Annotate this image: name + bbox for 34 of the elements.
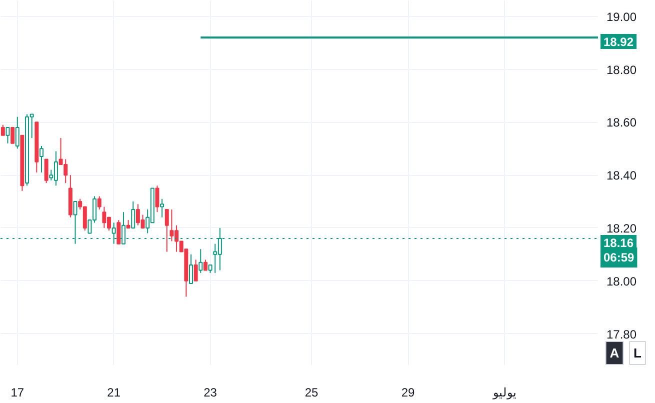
candlestick [6, 126, 10, 144]
y-tick-label: 18.40 [606, 168, 637, 183]
x-tick-label: 23 [204, 386, 218, 400]
candlestick [203, 259, 208, 271]
y-tick-label: 17.80 [606, 327, 637, 342]
x-tick-label: يوليو [492, 386, 516, 400]
y-tick-label: 18.20 [606, 221, 637, 236]
y-tick-label: 18.60 [606, 116, 637, 130]
x-tick-label: 21 [107, 386, 121, 400]
candlestick [15, 116, 20, 150]
candlestick [155, 185, 160, 213]
data-label: 18.92 [604, 35, 634, 50]
text: 06:59 [604, 250, 635, 265]
candlestick [131, 201, 136, 228]
x-tick-label: 25 [304, 386, 319, 400]
candlestick [160, 198, 164, 218]
y-tick-label: 18.00 [606, 274, 637, 288]
candlestick [164, 208, 169, 252]
x-tick-label: 29 [401, 386, 416, 400]
y-tick-label: 19.00 [606, 10, 637, 24]
candlestick [39, 145, 44, 173]
candlestick [10, 126, 15, 144]
candlestick [194, 259, 198, 282]
x-tick-label: 17 [10, 386, 24, 400]
candlestick [198, 248, 203, 274]
candlestick [97, 196, 102, 210]
candlestick [116, 220, 121, 244]
text: L [634, 346, 642, 360]
ref-line-label: 18.16 [604, 236, 634, 250]
candlestick [188, 254, 193, 284]
candlestick [44, 158, 48, 184]
y-tick-label: 18.80 [606, 62, 637, 77]
text: A [610, 346, 620, 360]
candlestick [0, 124, 5, 136]
